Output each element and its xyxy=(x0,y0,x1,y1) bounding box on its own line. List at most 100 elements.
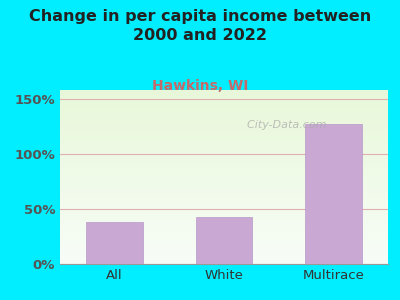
Bar xyxy=(60,103,400,104)
Bar xyxy=(60,148,400,149)
Bar xyxy=(60,144,400,145)
Bar xyxy=(60,164,400,165)
Bar xyxy=(60,108,400,109)
Bar xyxy=(60,102,400,103)
Bar xyxy=(60,240,400,241)
Bar xyxy=(60,259,400,260)
Bar xyxy=(60,186,400,187)
Bar xyxy=(60,202,400,203)
Bar xyxy=(60,176,400,177)
Bar xyxy=(60,104,400,105)
Bar xyxy=(60,208,400,209)
Bar xyxy=(60,258,400,259)
Bar xyxy=(60,224,400,225)
Bar xyxy=(60,111,400,112)
Bar xyxy=(60,183,400,184)
Bar xyxy=(60,245,400,246)
Bar xyxy=(60,178,400,179)
Bar xyxy=(60,197,400,198)
Bar xyxy=(60,241,400,242)
Bar xyxy=(60,131,400,132)
Bar xyxy=(60,247,400,248)
Bar xyxy=(60,127,400,128)
Bar xyxy=(60,207,400,208)
Bar xyxy=(60,96,400,97)
Bar xyxy=(60,226,400,227)
Bar xyxy=(60,257,400,258)
Bar xyxy=(60,132,400,133)
Bar xyxy=(60,193,400,194)
Bar xyxy=(60,106,400,107)
Bar xyxy=(60,181,400,182)
Bar xyxy=(60,256,400,257)
Bar xyxy=(60,229,400,230)
Bar xyxy=(60,153,400,154)
Bar xyxy=(60,141,400,142)
Bar xyxy=(60,218,400,219)
Bar xyxy=(60,239,400,240)
Bar xyxy=(60,160,400,161)
Bar xyxy=(60,156,400,157)
Bar xyxy=(60,216,400,217)
Bar xyxy=(60,221,400,222)
Bar xyxy=(60,149,400,150)
Bar xyxy=(60,233,400,234)
Bar xyxy=(60,175,400,176)
Bar xyxy=(60,196,400,197)
Bar xyxy=(60,251,400,252)
Bar xyxy=(60,146,400,147)
Bar xyxy=(60,244,400,245)
Bar xyxy=(60,236,400,237)
Bar xyxy=(60,180,400,181)
Bar xyxy=(60,125,400,126)
Bar xyxy=(60,143,400,144)
Bar xyxy=(196,217,252,264)
Bar xyxy=(60,169,400,170)
Bar xyxy=(60,117,400,118)
Bar xyxy=(60,110,400,111)
Bar xyxy=(60,209,400,210)
Bar xyxy=(60,205,400,206)
Bar xyxy=(60,252,400,253)
Bar xyxy=(60,210,400,211)
Bar xyxy=(60,191,400,192)
Bar xyxy=(60,254,400,255)
Bar xyxy=(60,231,400,232)
Bar xyxy=(60,91,400,92)
Bar xyxy=(60,234,400,235)
Bar xyxy=(60,114,400,115)
Bar xyxy=(60,228,400,229)
Bar xyxy=(60,213,400,214)
Bar xyxy=(60,168,400,169)
Bar xyxy=(60,98,400,99)
Bar xyxy=(60,220,400,221)
Text: Change in per capita income between
2000 and 2022: Change in per capita income between 2000… xyxy=(29,9,371,43)
Bar xyxy=(60,162,400,163)
Bar xyxy=(60,260,400,261)
Bar xyxy=(60,107,400,108)
Bar xyxy=(60,129,400,130)
Bar xyxy=(60,170,400,171)
Bar xyxy=(60,152,400,153)
Bar xyxy=(60,215,400,216)
Bar xyxy=(60,92,400,93)
Bar xyxy=(60,121,400,122)
Bar xyxy=(60,222,400,223)
Bar xyxy=(60,246,400,247)
Bar xyxy=(60,198,400,199)
Bar xyxy=(60,203,400,204)
Bar xyxy=(60,243,400,244)
Bar xyxy=(60,192,400,193)
Bar xyxy=(60,217,400,218)
Bar xyxy=(60,142,400,143)
Bar xyxy=(60,154,400,155)
Bar xyxy=(60,135,400,136)
Bar xyxy=(60,93,400,94)
Bar xyxy=(60,188,400,189)
Bar xyxy=(60,235,400,236)
Bar xyxy=(60,190,400,191)
Bar xyxy=(60,253,400,254)
Bar xyxy=(60,189,400,190)
Bar xyxy=(60,133,400,134)
Bar xyxy=(60,113,400,114)
